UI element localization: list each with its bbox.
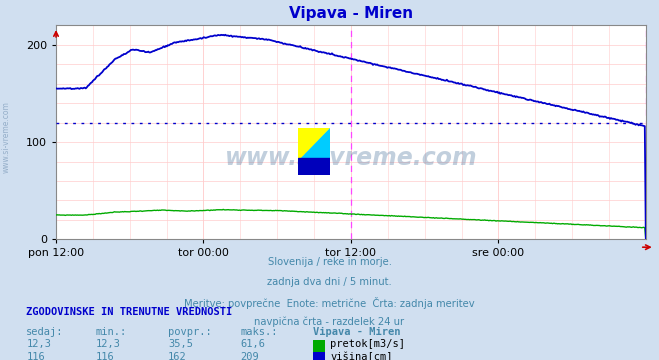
Text: 12,3: 12,3 [26, 339, 51, 349]
Text: ZGODOVINSKE IN TRENUTNE VREDNOSTI: ZGODOVINSKE IN TRENUTNE VREDNOSTI [26, 307, 233, 317]
Text: Vipava - Miren: Vipava - Miren [313, 327, 401, 337]
Text: Slovenija / reke in morje.: Slovenija / reke in morje. [268, 257, 391, 267]
Bar [298, 158, 330, 175]
Text: Meritve: povprečne  Enote: metrične  Črta: zadnja meritev: Meritve: povprečne Enote: metrične Črta:… [184, 297, 475, 309]
Text: 209: 209 [241, 352, 259, 360]
Text: 162: 162 [168, 352, 186, 360]
Text: zadnja dva dni / 5 minut.: zadnja dva dni / 5 minut. [267, 277, 392, 287]
Text: 12,3: 12,3 [96, 339, 121, 349]
Text: sedaj:: sedaj: [26, 327, 64, 337]
Text: povpr.:: povpr.: [168, 327, 212, 337]
Text: maks.:: maks.: [241, 327, 278, 337]
Text: pretok[m3/s]: pretok[m3/s] [330, 339, 405, 349]
Polygon shape [298, 128, 330, 161]
Text: 35,5: 35,5 [168, 339, 193, 349]
Text: 116: 116 [26, 352, 45, 360]
Text: 116: 116 [96, 352, 114, 360]
Text: www.si-vreme.com: www.si-vreme.com [225, 146, 477, 170]
Polygon shape [298, 128, 330, 161]
Title: Vipava - Miren: Vipava - Miren [289, 6, 413, 21]
Text: www.si-vreme.com: www.si-vreme.com [2, 101, 11, 173]
Text: navpična črta - razdelek 24 ur: navpična črta - razdelek 24 ur [254, 317, 405, 327]
Text: višina[cm]: višina[cm] [330, 352, 393, 360]
Text: 61,6: 61,6 [241, 339, 266, 349]
Text: min.:: min.: [96, 327, 127, 337]
